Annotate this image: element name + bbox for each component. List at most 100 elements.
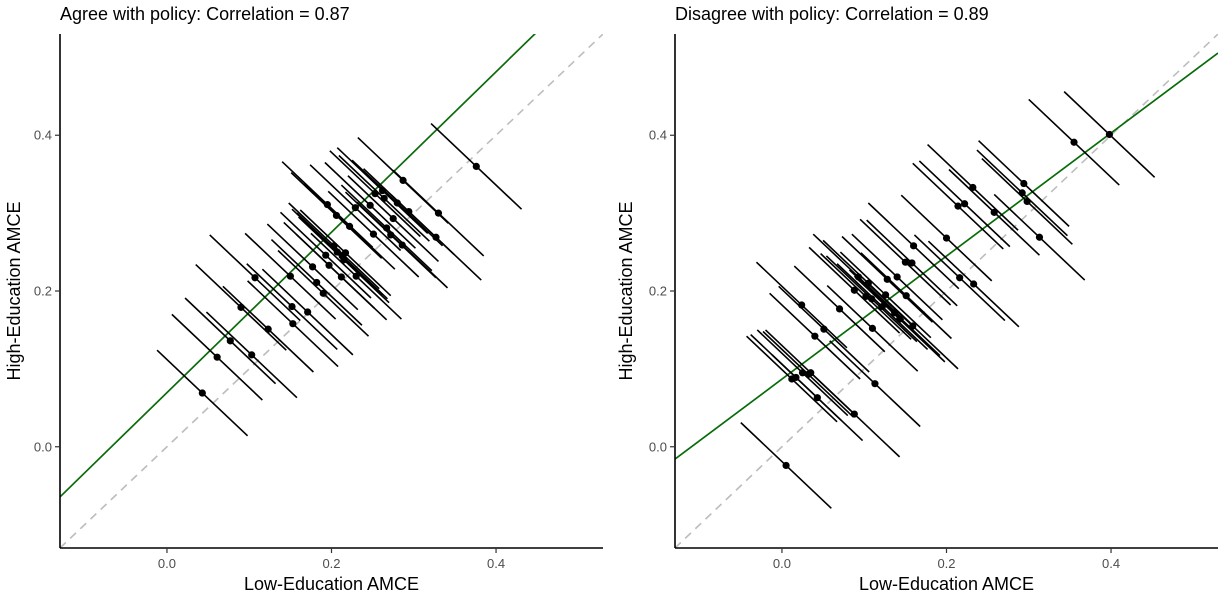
data-point [319, 289, 327, 297]
data-point [237, 303, 245, 311]
data-point [813, 394, 821, 402]
data-point [398, 241, 406, 249]
data-point [472, 162, 480, 170]
x-tick-label: 0.0 [773, 556, 791, 571]
data-point [289, 320, 297, 328]
data-point [308, 263, 317, 271]
data-point [378, 186, 387, 195]
data-point [313, 278, 321, 287]
data-point [891, 309, 899, 317]
data-point [304, 308, 312, 316]
data-point [811, 332, 819, 340]
y-tick-label: 0.0 [34, 439, 52, 454]
data-point [798, 369, 807, 377]
data-point [346, 222, 354, 230]
data-point [1023, 197, 1031, 206]
plot-area [60, 34, 603, 548]
data-point [1018, 189, 1026, 197]
data-point [340, 256, 348, 264]
y-tick-label: 0.0 [649, 439, 667, 454]
data-point [864, 279, 872, 287]
scatter-plot-agree: 0.0 0.2 0.4 0.0 0.2 0.4 Low-Education AMCE High… [4, 34, 603, 594]
y-tick-label: 0.4 [649, 128, 667, 143]
data-point [341, 249, 350, 257]
data-point [990, 208, 998, 216]
x-tick-label: 0.2 [937, 556, 955, 571]
data-point [909, 322, 917, 330]
data-point [956, 274, 964, 282]
data-point [434, 209, 443, 217]
data-point [782, 461, 790, 470]
reference-diagonal-line [675, 34, 1218, 548]
chart-panel-disagree: Disagree with policy: Correlation = 0.89… [612, 0, 1225, 599]
data-point [322, 251, 330, 259]
data-point [351, 204, 359, 212]
data-point [1105, 130, 1113, 139]
y-tick-label: 0.2 [34, 284, 52, 299]
y-axis-title: High-Education AMCE [4, 201, 24, 380]
y-axis-title: High-Education AMCE [616, 201, 636, 380]
data-point [387, 231, 395, 239]
data-point [878, 302, 886, 311]
chart-title: Agree with policy: Correlation = 0.87 [60, 4, 350, 24]
data-point [432, 233, 440, 241]
data-point [862, 292, 870, 301]
data-point [264, 325, 272, 333]
data-point [323, 200, 331, 209]
data-point [352, 272, 360, 280]
fit-line [675, 52, 1218, 460]
data-point [332, 211, 341, 220]
data-point [850, 286, 858, 294]
data-point [333, 248, 341, 256]
data-point [380, 194, 388, 202]
data-point [226, 337, 234, 345]
data-point [868, 295, 876, 303]
data-point [868, 324, 877, 332]
data-point [970, 280, 978, 288]
x-tick-label: 0.4 [1102, 556, 1120, 571]
data-point [908, 259, 916, 267]
data-point [901, 258, 909, 266]
data-point [820, 325, 828, 333]
data-point [286, 272, 294, 280]
data-point [850, 410, 858, 418]
data-point [371, 190, 379, 198]
data-point [393, 199, 401, 207]
x-axis-title: Low-Education AMCE [244, 574, 419, 594]
data-point [198, 389, 206, 397]
chart-panel-agree: Agree with policy: Correlation = 0.87 0.… [0, 0, 610, 599]
chart-title: Disagree with policy: Correlation = 0.89 [675, 4, 989, 24]
reference-diagonal-line [60, 34, 603, 548]
data-point [288, 302, 296, 311]
data-point [383, 224, 391, 232]
data-point [969, 183, 977, 192]
data-point [337, 273, 345, 281]
data-point [798, 301, 806, 309]
data-point [389, 214, 397, 223]
data-point [399, 176, 407, 185]
data-point [807, 369, 815, 377]
data-point [1035, 233, 1044, 241]
data-point [871, 380, 879, 388]
data-point [882, 291, 890, 299]
data-point [330, 242, 338, 250]
fit-line [60, 34, 537, 498]
data-point [405, 207, 413, 216]
y-tick-label: 0.2 [649, 284, 667, 299]
data-point [961, 200, 969, 208]
plot-area [675, 34, 1218, 548]
data-point [942, 234, 951, 242]
x-tick-label: 0.4 [487, 556, 505, 571]
data-point [248, 351, 256, 359]
data-point [896, 315, 904, 323]
data-point [369, 230, 378, 238]
data-point [854, 273, 863, 281]
data-point [893, 273, 901, 281]
data-point [909, 242, 918, 250]
data-point [1020, 179, 1028, 188]
data-point [954, 202, 962, 210]
data-point [902, 292, 910, 300]
data-point [325, 261, 333, 269]
data-point [835, 305, 844, 313]
data-point [213, 353, 221, 361]
